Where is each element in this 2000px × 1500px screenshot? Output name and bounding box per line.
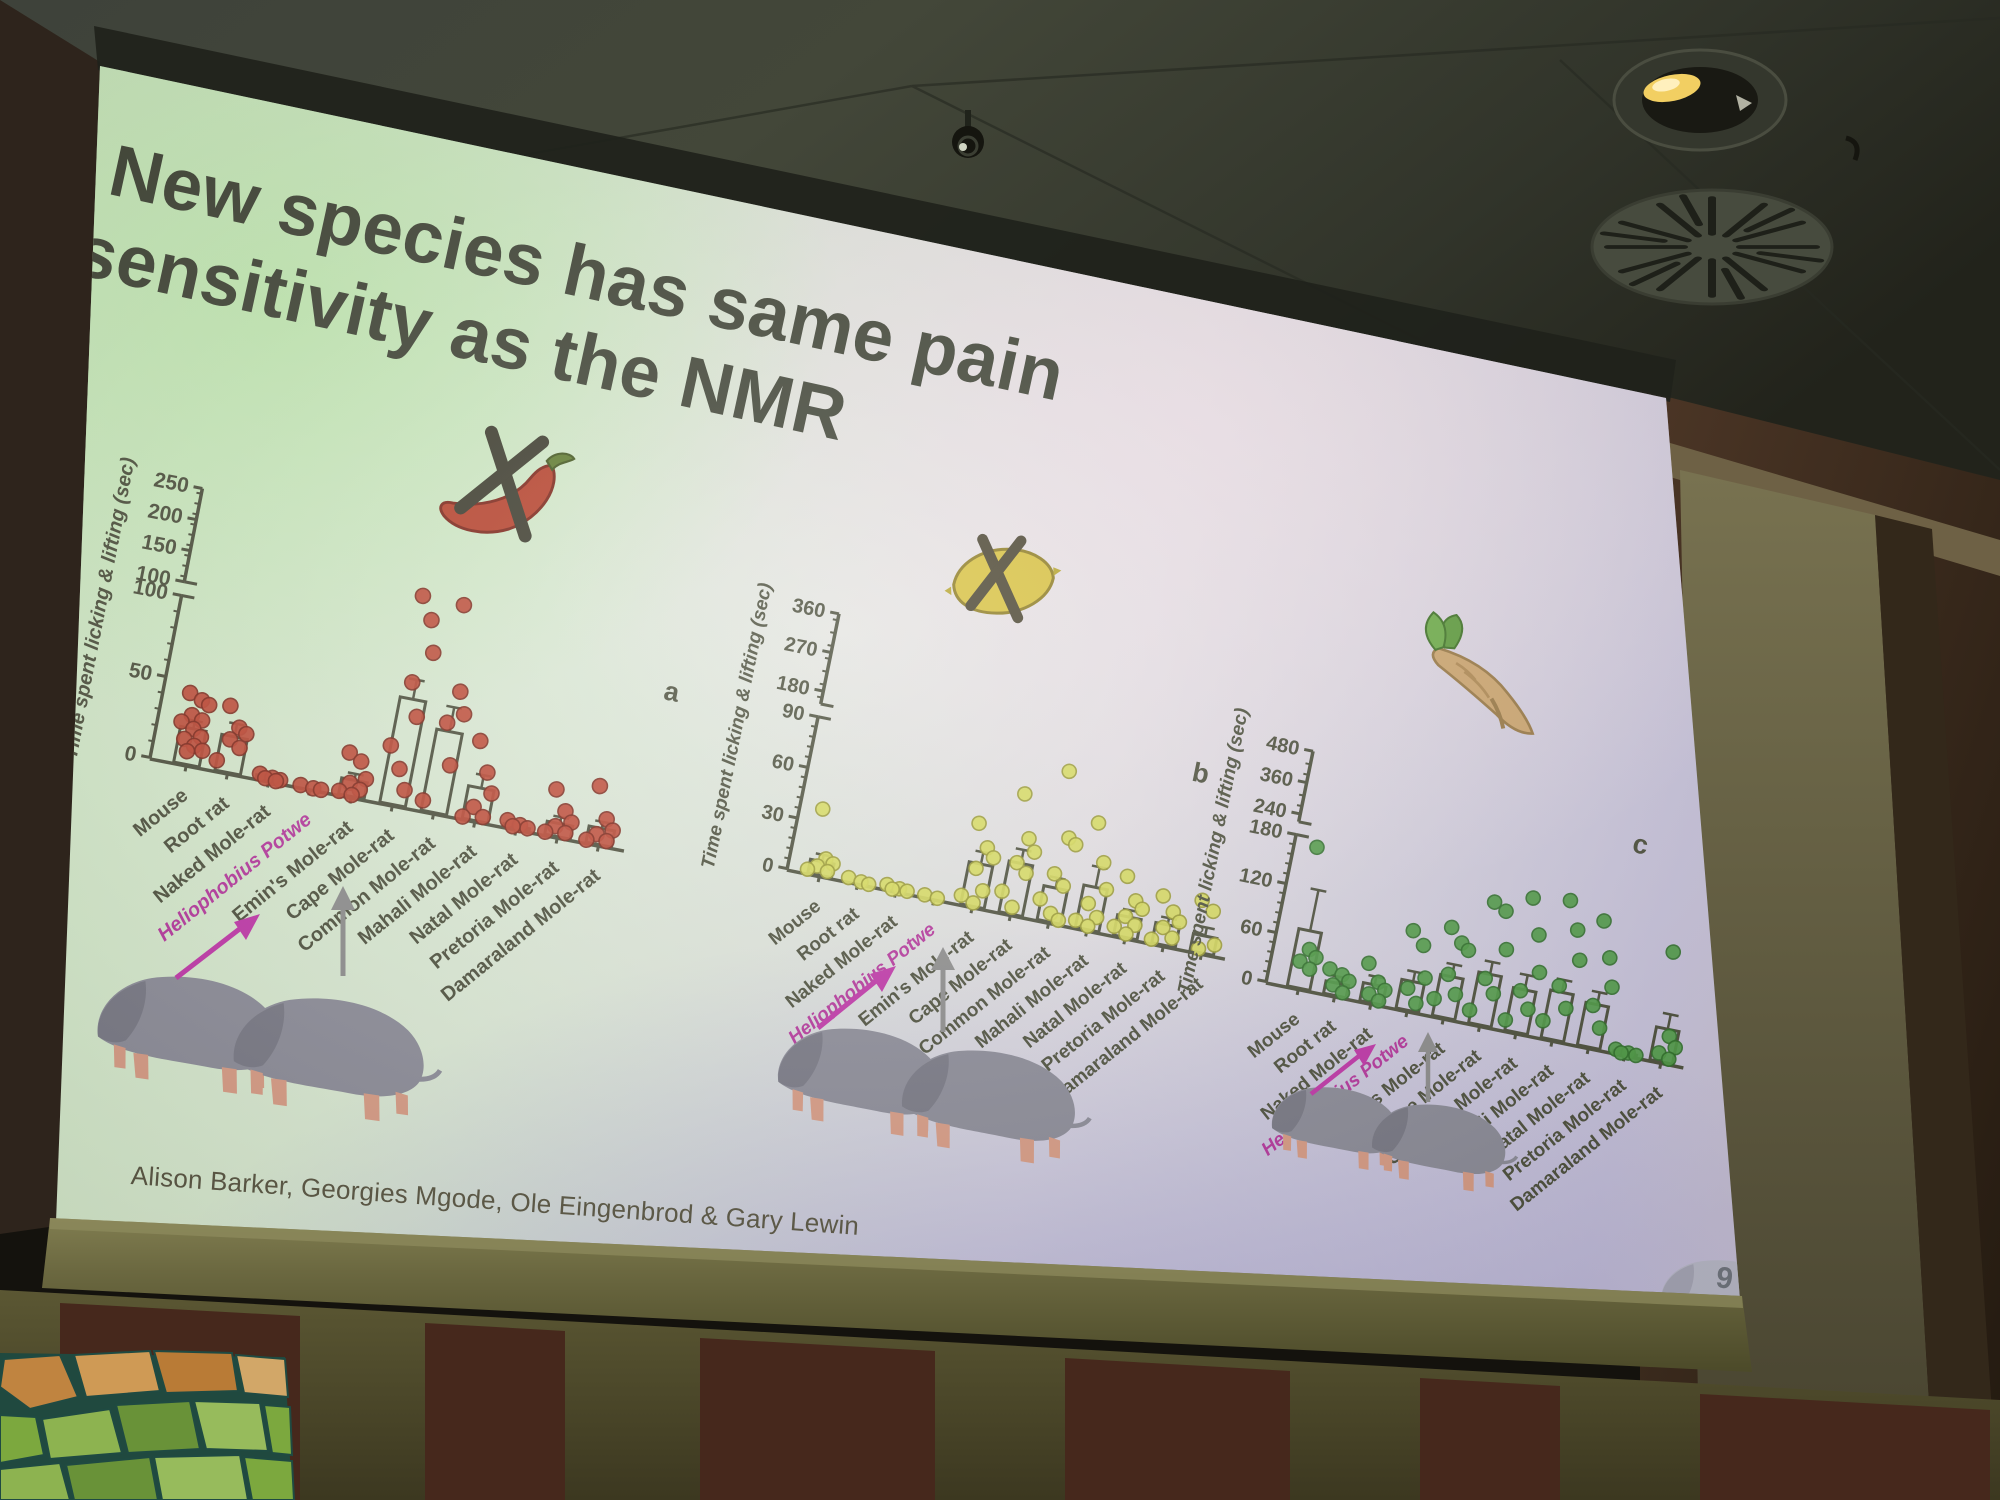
svg-text:60: 60: [770, 750, 796, 776]
ceiling-spotlight-icon: [1612, 48, 1788, 152]
svg-text:0: 0: [760, 854, 775, 878]
security-camera-icon: [952, 110, 984, 158]
nmr-arrow-icon: [331, 886, 355, 976]
ceiling-hook: [1845, 135, 1860, 161]
svg-text:0: 0: [123, 742, 139, 767]
right-wall-slot: [1875, 515, 1998, 1500]
highlight-arrow-icon: [1309, 1044, 1376, 1096]
lemon-crossed-out-icon: [944, 533, 1062, 624]
mosaic-artwork: [0, 1349, 296, 1500]
svg-text:c: c: [1630, 828, 1651, 860]
left-wall: [0, 0, 100, 1234]
svg-text:0: 0: [1239, 967, 1254, 991]
horseradish-root-icon: [1424, 610, 1535, 735]
svg-text:30: 30: [760, 801, 786, 827]
nmr-arrow-icon: [1418, 1032, 1438, 1102]
chili-pepper-crossed-out-icon: [439, 425, 576, 543]
svg-text:b: b: [1190, 757, 1212, 790]
svg-text:90: 90: [780, 700, 806, 726]
svg-text:a: a: [661, 676, 682, 709]
highlight-arrow-icon: [174, 914, 260, 980]
ceiling-vent-icon: [1590, 188, 1834, 306]
screen-recess-shadow: [94, 26, 1676, 402]
highlight-arrow-icon: [816, 966, 896, 1030]
nmr-arrow-icon: [931, 947, 955, 1032]
svg-text:60: 60: [1238, 915, 1264, 941]
svg-text:50: 50: [127, 659, 154, 686]
right-wall-column: [1680, 470, 1935, 1500]
